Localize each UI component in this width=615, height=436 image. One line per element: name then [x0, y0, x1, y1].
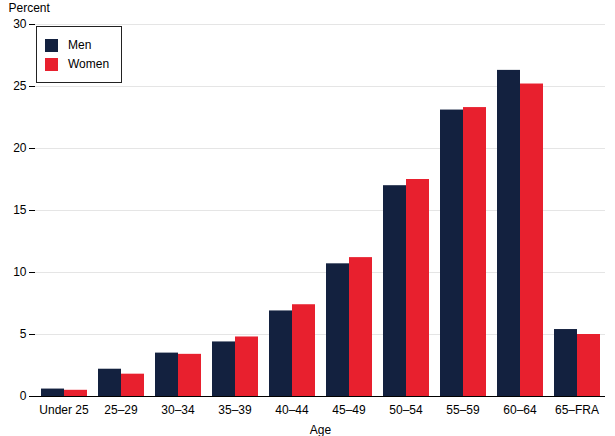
svg-text:45–49: 45–49	[332, 403, 366, 417]
svg-text:25: 25	[13, 79, 27, 93]
svg-text:50–54: 50–54	[389, 403, 423, 417]
svg-text:10: 10	[13, 265, 27, 279]
svg-text:25–29: 25–29	[104, 403, 138, 417]
svg-text:5: 5	[20, 327, 27, 341]
svg-text:Under 25: Under 25	[39, 403, 89, 417]
svg-text:15: 15	[13, 203, 27, 217]
svg-text:30: 30	[13, 17, 27, 31]
svg-text:0: 0	[20, 389, 27, 403]
svg-text:60–64: 60–64	[503, 403, 537, 417]
svg-text:55–59: 55–59	[446, 403, 480, 417]
svg-text:Age: Age	[310, 423, 332, 436]
svg-text:35–39: 35–39	[218, 403, 252, 417]
svg-text:40–44: 40–44	[275, 403, 309, 417]
svg-text:20: 20	[13, 141, 27, 155]
svg-text:65–FRA: 65–FRA	[555, 403, 599, 417]
svg-text:30–34: 30–34	[161, 403, 195, 417]
html-text:Women: Women	[68, 57, 110, 71]
html-text:Men: Men	[68, 38, 92, 52]
svg-text:Percent: Percent	[9, 1, 51, 15]
